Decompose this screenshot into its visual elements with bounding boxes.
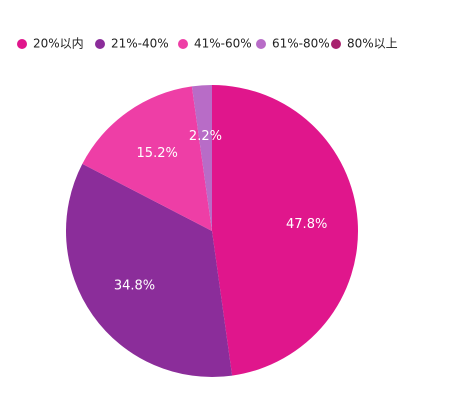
pie-slice — [212, 85, 358, 376]
legend-label: 80%以上 — [347, 37, 398, 51]
legend-label: 20%以内 — [33, 37, 84, 51]
legend-marker — [17, 39, 27, 49]
legend-label: 41%-60% — [194, 37, 252, 51]
legend-marker — [95, 39, 105, 49]
legend-label: 61%-80% — [272, 37, 330, 51]
slice-label: 47.8% — [286, 217, 327, 232]
pie-slice — [191, 85, 212, 231]
legend-marker — [256, 39, 266, 49]
legend-marker — [331, 39, 341, 49]
slice-label: 2.2% — [189, 129, 222, 144]
pie-slice — [82, 86, 212, 231]
pie-slice — [65, 163, 233, 377]
legend-label: 21%-40% — [111, 37, 169, 51]
slice-label: 34.8% — [114, 278, 155, 293]
legend-marker — [178, 39, 188, 49]
slice-label: 15.2% — [137, 146, 178, 161]
